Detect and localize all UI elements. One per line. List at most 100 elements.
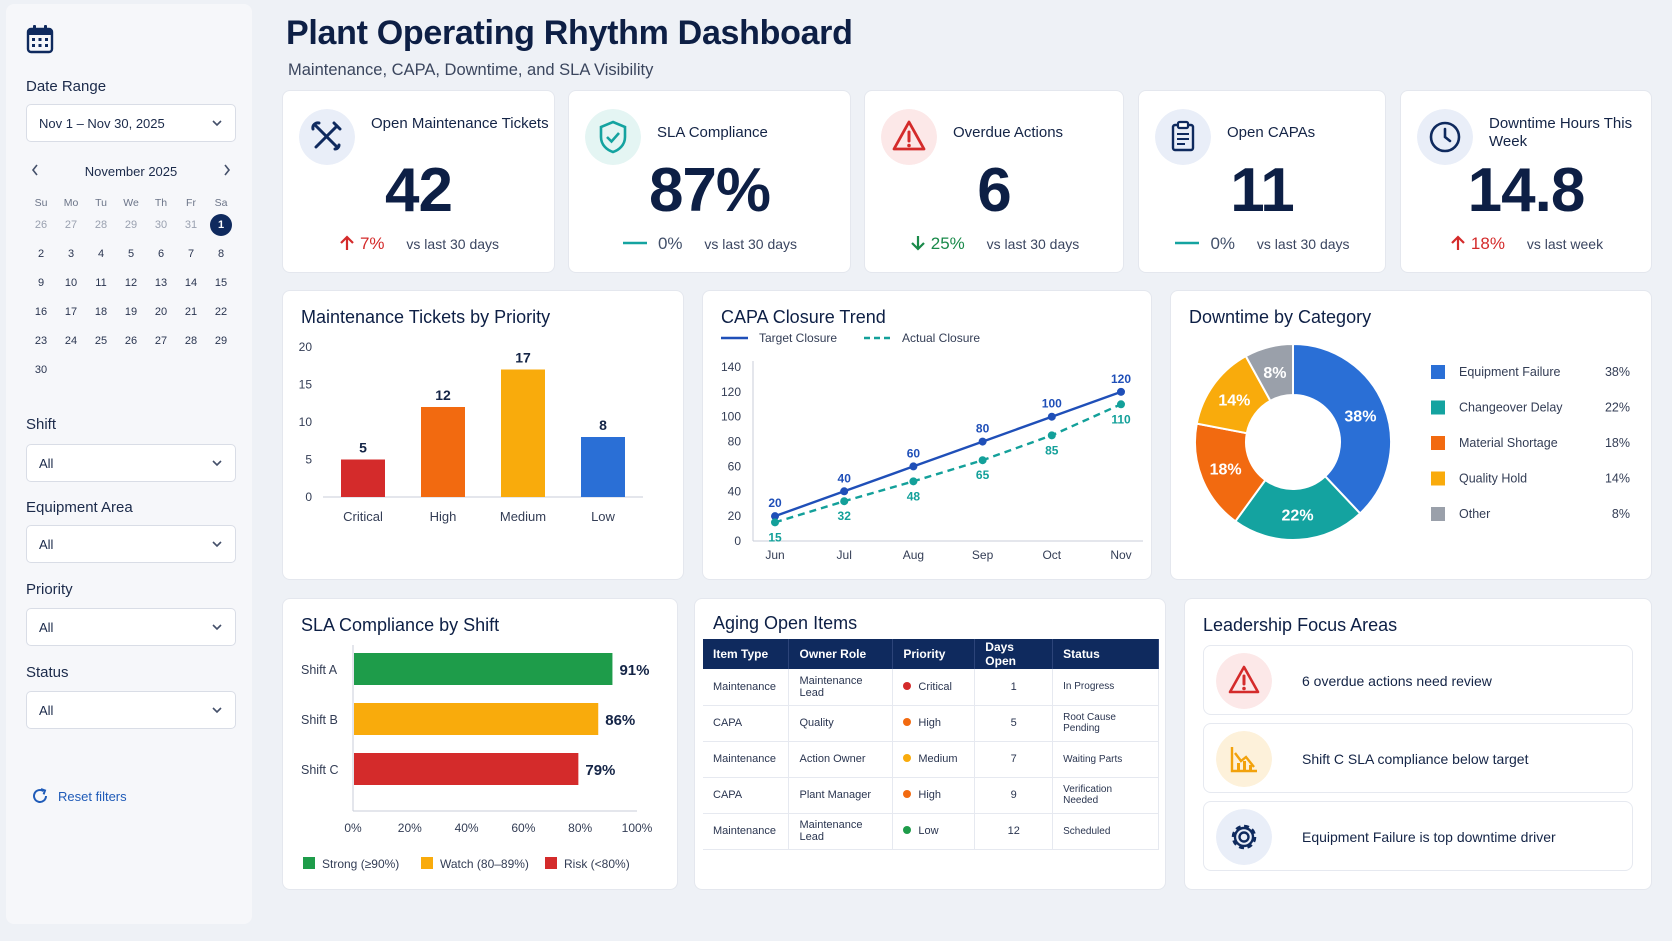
priority-filter-select[interactable]: All <box>26 608 236 646</box>
table-row[interactable]: CAPA Plant Manager High 9 Verification Neede… <box>703 777 1159 814</box>
calendar-day[interactable]: 9 <box>26 272 56 301</box>
legend-swatch <box>1431 507 1445 521</box>
calendar-day-number: 13 <box>154 277 168 289</box>
calendar-day[interactable]: 5 <box>116 243 146 272</box>
cell-text: High <box>918 789 941 801</box>
calendar-day[interactable]: 10 <box>56 272 86 301</box>
equipment-area-filter-select[interactable]: All <box>26 525 236 563</box>
kpi-card-open-capas[interactable]: Open CAPAs 11 0% vs last 30 days <box>1138 90 1386 273</box>
focus-item[interactable]: Shift C SLA compliance below target <box>1203 723 1633 793</box>
status-filter-select[interactable]: All <box>26 691 236 729</box>
calendar-day[interactable]: 26 <box>116 330 146 359</box>
column-header[interactable]: Priority <box>892 639 976 669</box>
calendar-next-button[interactable] <box>218 162 236 182</box>
calendar-day[interactable]: 1 <box>206 214 236 243</box>
column-header[interactable]: Days Open <box>974 639 1054 669</box>
kpi-trend-pct: 25% <box>909 234 965 253</box>
calendar-day[interactable]: 14 <box>176 272 206 301</box>
calendar-day[interactable]: 28 <box>176 330 206 359</box>
calendar-day[interactable]: 16 <box>26 301 56 330</box>
calendar-day-number: 24 <box>64 335 78 347</box>
table-cell: 12 <box>974 813 1054 850</box>
x-tick-label: Nov <box>1110 548 1131 562</box>
calendar-day[interactable]: 22 <box>206 301 236 330</box>
kpi-trend-pct: 0% <box>1174 234 1235 253</box>
calendar-day[interactable]: 18 <box>86 301 116 330</box>
calendar-day-number: 18 <box>94 306 108 318</box>
column-header[interactable]: Item Type <box>703 639 790 669</box>
calendar-day-number: 27 <box>154 335 168 347</box>
column-header[interactable]: Owner Role <box>788 639 894 669</box>
focus-item[interactable]: 6 overdue actions need review <box>1203 645 1633 715</box>
table-row[interactable]: CAPA Quality High 5 Root Cause Pending <box>703 705 1159 742</box>
cell-text: Low <box>918 825 939 837</box>
kpi-card-overdue-actions[interactable]: Overdue Actions 6 25% vs last 30 days <box>864 90 1124 273</box>
slice-label: 8% <box>1263 365 1286 382</box>
table-cell: 1 <box>974 669 1054 706</box>
calendar-day[interactable]: 21 <box>176 301 206 330</box>
calendar-day[interactable]: 30 <box>146 214 176 243</box>
shift-filter-select[interactable]: All <box>26 444 236 482</box>
y-tick-label: 80 <box>728 435 742 449</box>
calendar-day[interactable]: 8 <box>206 243 236 272</box>
legend-label: Strong (≥90%) <box>322 857 399 871</box>
calendar-day[interactable]: 11 <box>86 272 116 301</box>
calendar-day[interactable]: 19 <box>116 301 146 330</box>
calendar-day[interactable]: 25 <box>86 330 116 359</box>
calendar-day[interactable]: 13 <box>146 272 176 301</box>
panel-title: Downtime by Category <box>1189 307 1372 327</box>
table-cell: Quality <box>788 705 894 742</box>
calendar-week-row: 9 10 11 12 13 14 15 <box>26 272 236 301</box>
calendar-day[interactable]: 3 <box>56 243 86 272</box>
kpi-card-downtime-hours[interactable]: Downtime Hours This Week 14.8 18% vs las… <box>1400 90 1652 273</box>
column-header[interactable]: Status <box>1052 639 1159 669</box>
kpi-card-open-maintenance-tickets[interactable]: Open Maintenance Tickets 42 7% vs last 3… <box>282 90 555 273</box>
calendar-day-number: 8 <box>217 248 225 260</box>
calendar-day[interactable]: 29 <box>206 330 236 359</box>
legend-swatch <box>421 857 433 869</box>
downtime-donut-chart: 38% 22% 18% 14% 8% Equipment Failure 38% Change… <box>1194 342 1630 541</box>
calendar-day[interactable]: 27 <box>56 214 86 243</box>
y-tick-label: 120 <box>721 385 741 399</box>
date-range-select[interactable]: Nov 1 – Nov 30, 2025 <box>26 104 236 142</box>
focus-item[interactable]: Equipment Failure is top downtime driver <box>1203 801 1633 871</box>
calendar-day[interactable]: 12 <box>116 272 146 301</box>
y-tick-label: Shift A <box>301 663 338 677</box>
date-range-label: Date Range <box>26 78 107 95</box>
calendar-day[interactable]: 20 <box>146 301 176 330</box>
calendar-week-row: 30 <box>26 359 236 388</box>
x-tick-label: Jul <box>837 548 852 562</box>
calendar-day[interactable]: 7 <box>176 243 206 272</box>
legend-swatch <box>545 857 557 869</box>
x-tick-label: High <box>430 509 457 524</box>
calendar-day[interactable]: 29 <box>116 214 146 243</box>
calendar-day[interactable]: 4 <box>86 243 116 272</box>
table-cell: Maintenance Lead <box>788 813 894 850</box>
calendar-day[interactable]: 24 <box>56 330 86 359</box>
kpi-card-sla-compliance[interactable]: SLA Compliance 87% 0% vs last 30 days <box>568 90 851 273</box>
calendar-week-row: 2 3 4 5 6 7 8 <box>26 243 236 272</box>
calendar-day[interactable]: 30 <box>26 359 56 388</box>
reset-filters-button[interactable]: Reset filters <box>30 786 127 806</box>
calendar-prev-button[interactable] <box>26 162 44 182</box>
chevron-right-icon <box>224 164 231 176</box>
table-row[interactable]: Maintenance Maintenance Lead Low 12 Schedule… <box>703 813 1159 850</box>
calendar-day[interactable]: 2 <box>26 243 56 272</box>
series-line-1 <box>774 403 1122 524</box>
priority-filter-label: Priority <box>26 581 73 598</box>
legend-swatch <box>1431 471 1445 486</box>
calendar-day[interactable]: 26 <box>26 214 56 243</box>
table-row[interactable]: Maintenance Action Owner Medium 7 Waiting Pa… <box>703 741 1159 778</box>
calendar-day[interactable]: 15 <box>206 272 236 301</box>
calendar-day[interactable]: 28 <box>86 214 116 243</box>
calendar-day[interactable]: 31 <box>176 214 206 243</box>
calendar-day[interactable]: 6 <box>146 243 176 272</box>
cell-text: Maintenance <box>713 680 776 693</box>
x-tick-label: 20% <box>398 821 422 835</box>
kpi-trend-pct: 18% <box>1449 234 1505 253</box>
calendar-day[interactable]: 27 <box>146 330 176 359</box>
legend-value: 38% <box>1605 365 1630 379</box>
calendar-day[interactable]: 23 <box>26 330 56 359</box>
calendar-day[interactable]: 17 <box>56 301 86 330</box>
table-row[interactable]: Maintenance Maintenance Lead Critical 1 In P… <box>703 669 1159 706</box>
